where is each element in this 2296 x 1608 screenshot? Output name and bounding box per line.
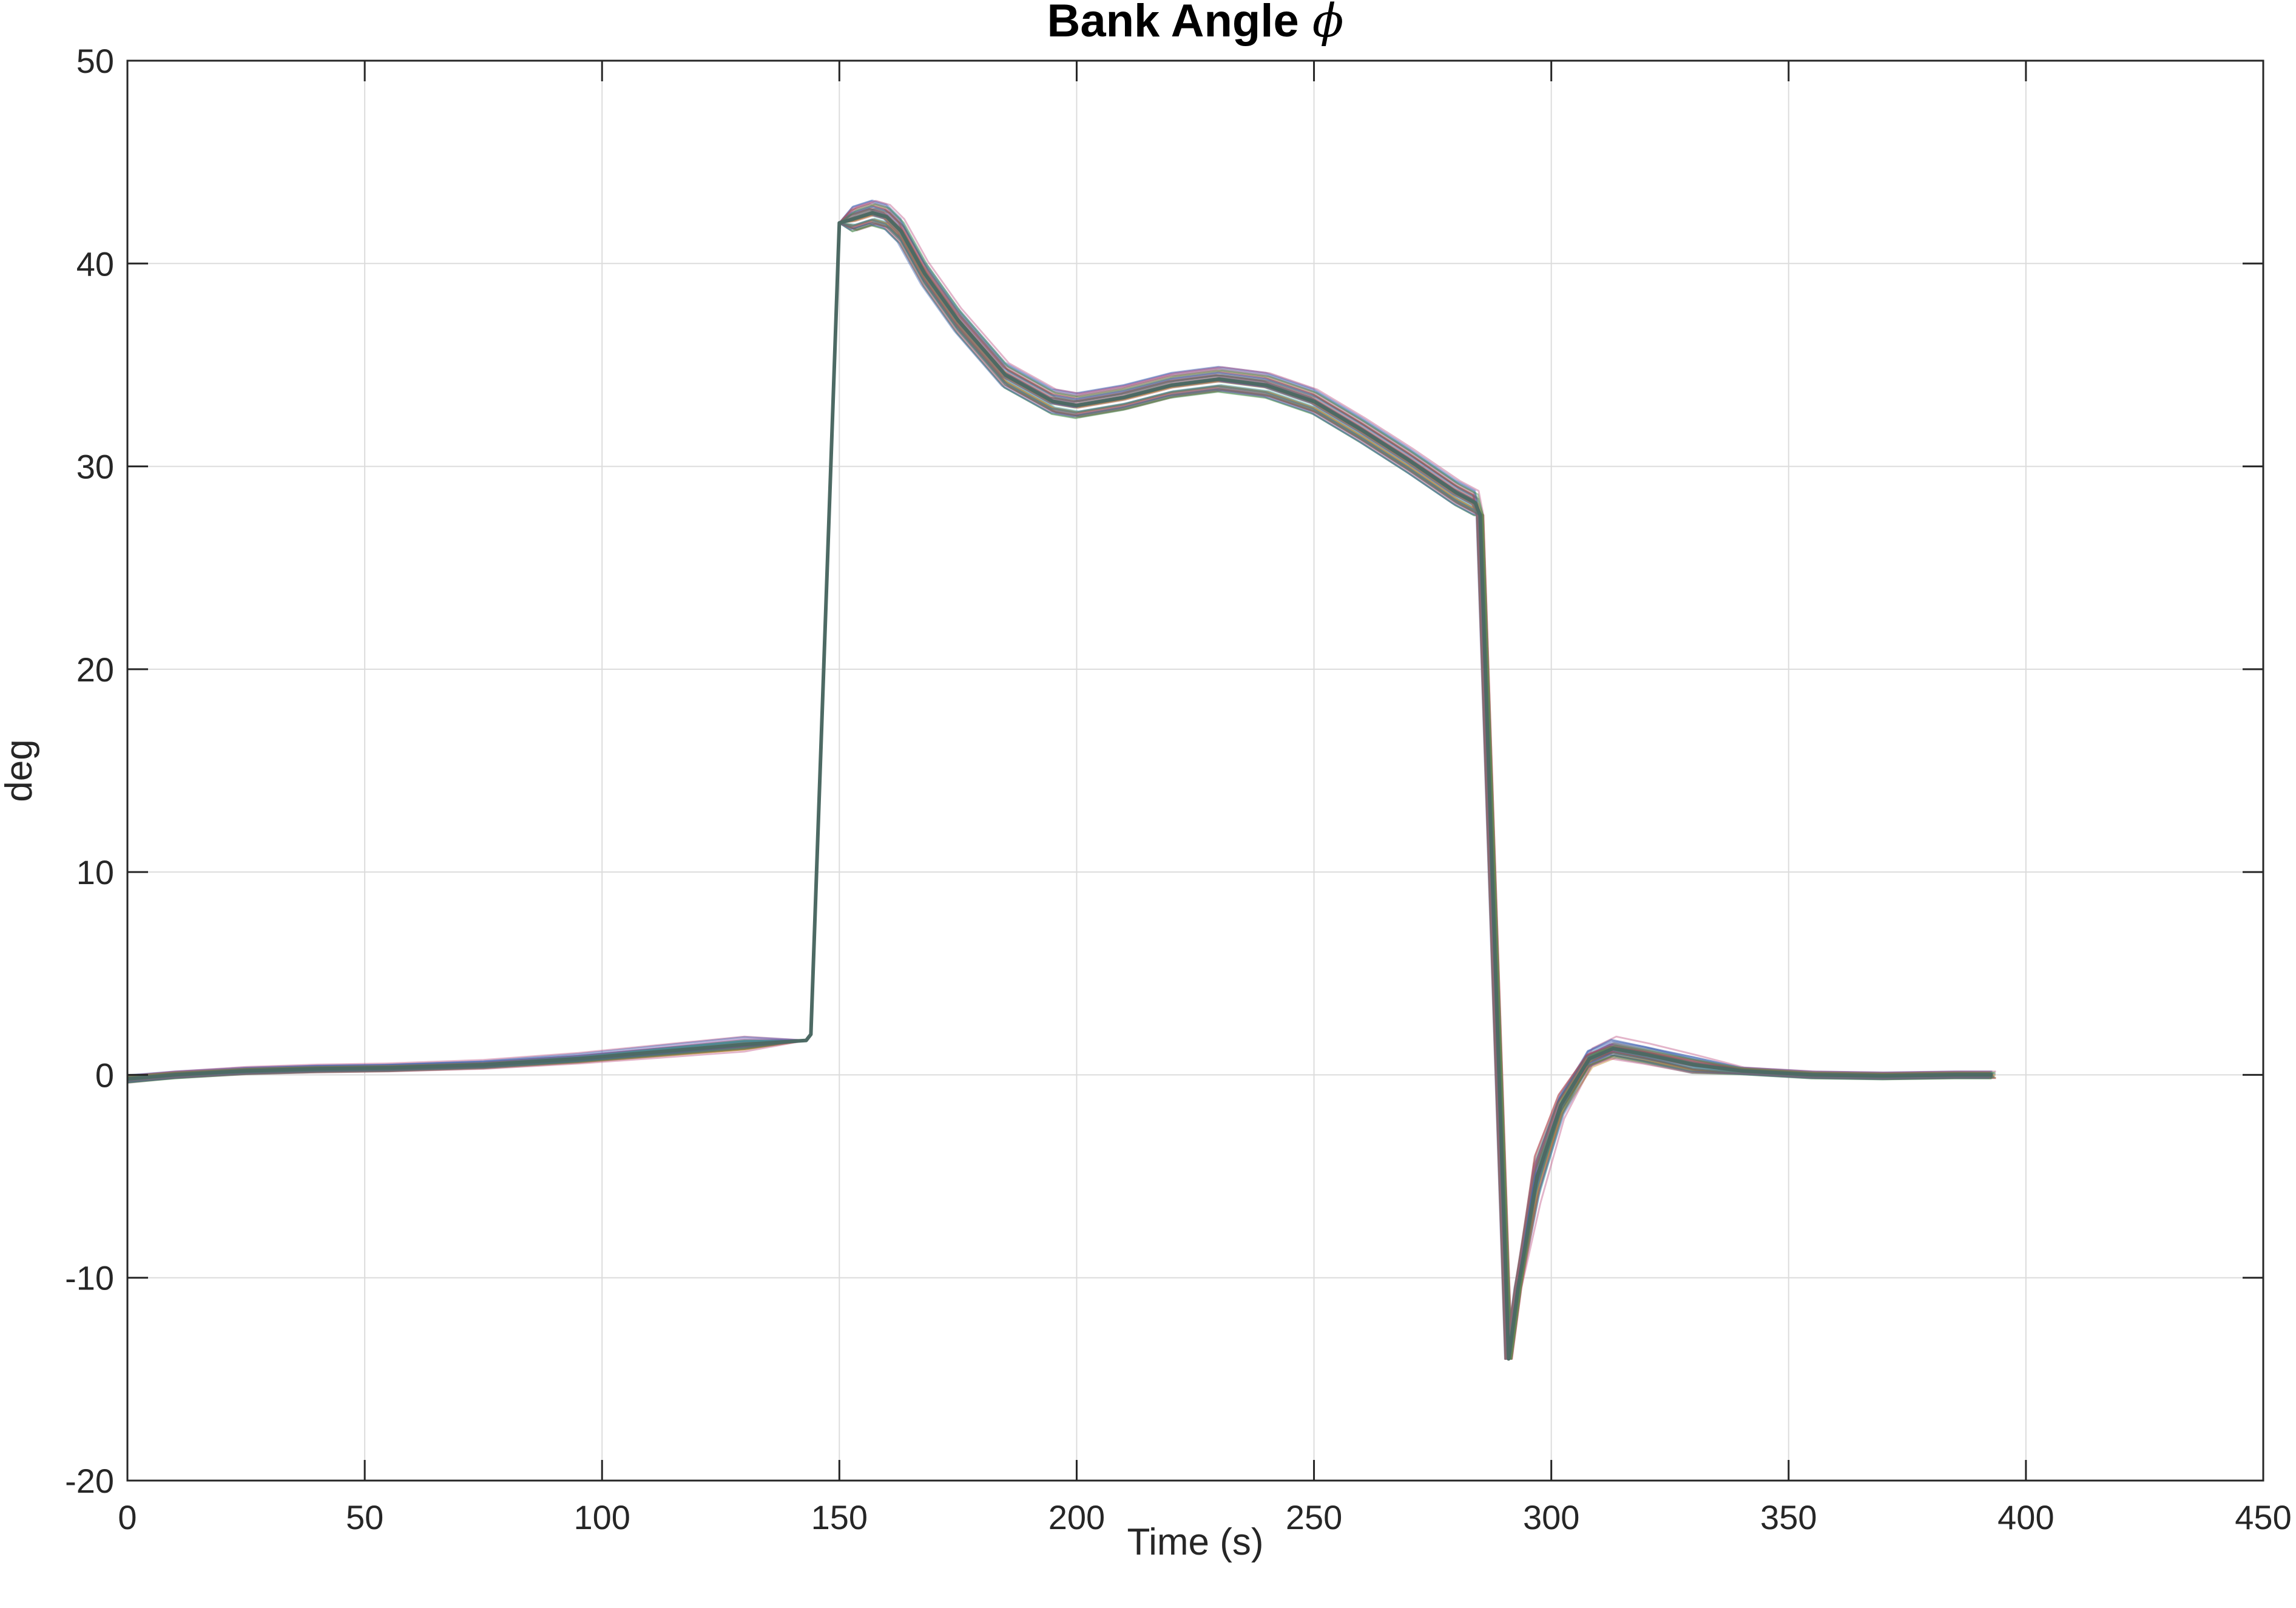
y-tick-label: 20 [76,650,114,689]
ensemble-run-line [127,218,1995,1360]
plot-frame [126,59,2264,1482]
x-tick-label: 400 [1997,1498,2054,1536]
ensemble-run-line [127,221,1990,1360]
ensemble-run-line [127,205,1994,1360]
ensemble-run-line [127,221,1992,1360]
ensemble-run-line [127,200,1996,1360]
y-tick-label: -10 [65,1259,114,1297]
ensemble-run-line [127,221,1990,1360]
y-tick-label: 40 [76,245,114,283]
ensemble-run-line [127,206,1991,1360]
ensemble-run-line [127,200,1991,1360]
chart-title: Bank Angle ϕ [1047,0,1343,47]
ensemble-run-line [127,221,1996,1360]
x-tick-label: 350 [1760,1498,1817,1536]
y-tick-label: 50 [76,42,114,80]
x-tick-label: 150 [811,1498,868,1536]
x-tick-label: 250 [1286,1498,1342,1536]
chart-title-text: Bank Angle [1047,0,1298,47]
x-axis-label: Time (s) [1127,1521,1264,1563]
x-tick-label: 300 [1523,1498,1579,1536]
y-tick-label: -20 [65,1462,114,1500]
series-lines [127,199,1996,1361]
ensemble-run-line [127,218,1994,1360]
ensemble-run-line [127,221,1991,1360]
ticks: 0 50 100 150 200 250 300 350 400 450 -20 -10 0 10 20 30… [65,42,2292,1536]
ensemble-run-line [127,209,1992,1360]
x-tick-label: 0 [118,1498,137,1536]
x-tick-label: 50 [346,1498,383,1536]
series-mean-line [127,211,1993,1361]
x-tick-label: 200 [1048,1498,1105,1536]
y-tick-label: 10 [76,853,114,891]
y-tick-label: 0 [95,1056,114,1094]
ensemble-run-line [127,221,1993,1360]
x-tick-label: 100 [574,1498,630,1536]
x-tick-label: 450 [2235,1498,2291,1536]
y-tick-label: 30 [76,448,114,486]
plot-area [127,61,2263,1481]
chart-title-symbol: ϕ [1312,0,1344,47]
y-axis-label: deg [0,739,40,802]
